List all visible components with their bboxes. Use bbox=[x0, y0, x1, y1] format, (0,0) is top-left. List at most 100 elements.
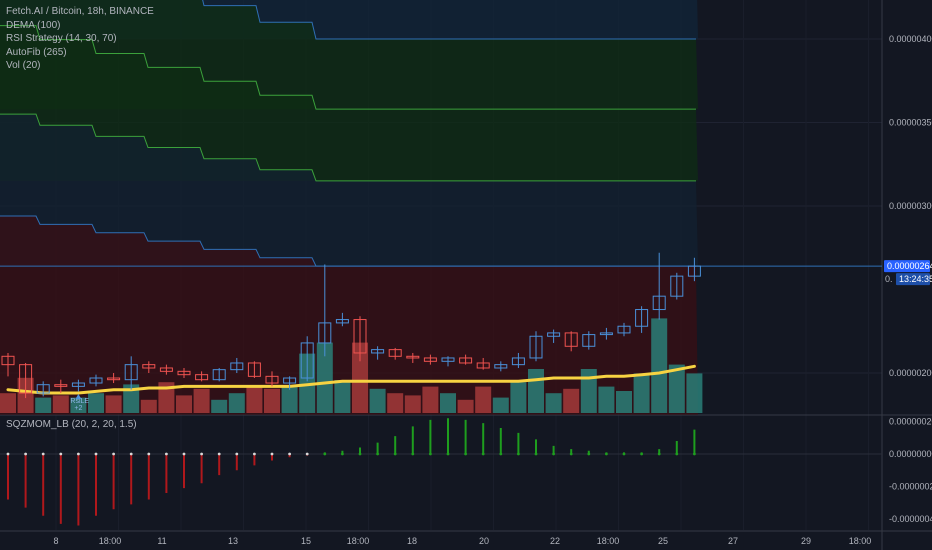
squeeze-dot bbox=[305, 452, 309, 456]
candle-body bbox=[687, 265, 701, 277]
time-tick-label: 29 bbox=[801, 536, 811, 546]
candle-body bbox=[265, 375, 279, 384]
squeeze-momentum-histogram bbox=[0, 418, 882, 526]
squeeze-dot bbox=[112, 452, 115, 456]
indicator-dema[interactable]: DEMA (100) bbox=[6, 19, 61, 31]
squeeze-dot bbox=[59, 452, 63, 456]
time-tick-label: 18 bbox=[407, 536, 417, 546]
volume-bar bbox=[616, 391, 632, 413]
volume-bar bbox=[88, 393, 104, 413]
volume-bar bbox=[52, 395, 69, 413]
osc-tick-label: -0.00000020 bbox=[889, 482, 932, 492]
candle-body bbox=[335, 319, 349, 324]
squeeze-dot bbox=[429, 452, 432, 456]
symbol-title[interactable]: Fetch.AI / Bitcoin, 18h, BINANCE bbox=[6, 6, 154, 17]
candle-body bbox=[19, 364, 33, 394]
fib-level-line bbox=[202, 0, 696, 40]
volume-bar bbox=[668, 364, 685, 413]
volume-bar bbox=[0, 393, 16, 413]
candle-body bbox=[494, 364, 508, 369]
fib-level-line bbox=[0, 25, 696, 110]
squeeze-dot bbox=[517, 452, 520, 456]
candle-body bbox=[459, 357, 473, 364]
volume-bar bbox=[528, 369, 544, 413]
volume-bars bbox=[0, 318, 703, 413]
volume-bar bbox=[475, 386, 492, 413]
axes: 0.000006000.000005500.000005000.00000450… bbox=[53, 34, 932, 546]
squeeze-dot bbox=[534, 452, 538, 456]
price-tick-label: 0.00000400 bbox=[889, 34, 932, 44]
time-tick-label: 13 bbox=[228, 536, 238, 546]
volume-bar bbox=[633, 373, 650, 413]
squeeze-dot bbox=[129, 452, 133, 456]
price-tick-label: 0.00000200 bbox=[889, 368, 932, 378]
indicator-volume[interactable]: Vol (20) bbox=[6, 60, 41, 71]
volume-bar bbox=[598, 386, 615, 413]
candle-body bbox=[54, 384, 68, 387]
candle-body bbox=[195, 374, 209, 381]
squeeze-dot bbox=[182, 452, 186, 456]
volume-bar bbox=[35, 397, 52, 413]
volume-bar bbox=[651, 318, 668, 413]
squeeze-dot bbox=[323, 452, 327, 456]
squeeze-dot bbox=[675, 452, 679, 456]
candle-body bbox=[529, 335, 543, 359]
volume-bar bbox=[510, 382, 527, 413]
rsi-signal-label: RsiLE bbox=[70, 398, 89, 405]
squeeze-dot bbox=[41, 452, 45, 456]
time-tick-label: 8 bbox=[53, 536, 58, 546]
squeeze-dot bbox=[622, 452, 626, 456]
osc-tick-label: -0.00000040 bbox=[889, 514, 932, 524]
candle-body bbox=[300, 342, 314, 379]
candle-body bbox=[599, 332, 613, 336]
time-tick-label: 22 bbox=[550, 536, 560, 546]
oscillator-legend[interactable]: SQZMOM_LB (20, 2, 20, 1.5) bbox=[6, 419, 137, 430]
time-tick-label: 11 bbox=[157, 536, 166, 546]
fib-zone bbox=[0, 25, 698, 181]
volume-bar bbox=[545, 393, 562, 413]
candle-body bbox=[318, 322, 332, 344]
osc-tick-label: 0.00000020 bbox=[889, 417, 932, 427]
squeeze-dot bbox=[77, 452, 80, 456]
squeeze-dot bbox=[6, 452, 10, 456]
candle-body bbox=[71, 382, 85, 387]
time-tick-label: 25 bbox=[658, 536, 668, 546]
indicator-rsi-strategy[interactable]: RSI Strategy (14, 30, 70) bbox=[6, 33, 117, 44]
time-tick-label: 18:00 bbox=[99, 536, 122, 546]
volume-bar bbox=[316, 342, 333, 413]
squeeze-dot bbox=[376, 452, 379, 456]
indicator-autofib[interactable]: AutoFib (265) bbox=[6, 46, 67, 58]
candle-body bbox=[353, 319, 367, 354]
candle-body bbox=[1, 355, 15, 366]
candle-body bbox=[177, 370, 191, 376]
squeeze-dot bbox=[464, 452, 467, 456]
volume-bar bbox=[228, 393, 245, 413]
candle-body bbox=[107, 377, 121, 381]
squeeze-dot bbox=[200, 452, 204, 456]
candle-body bbox=[547, 332, 561, 337]
squeeze-dot bbox=[165, 452, 168, 456]
candle-body bbox=[564, 332, 578, 347]
candle-body bbox=[124, 364, 138, 381]
volume-bar bbox=[580, 369, 597, 413]
fib-level-line bbox=[0, 113, 696, 182]
squeeze-dot bbox=[499, 452, 503, 456]
squeeze-dot bbox=[569, 452, 573, 456]
squeeze-dot bbox=[358, 452, 362, 456]
volume-bar bbox=[404, 395, 421, 413]
volume-bar bbox=[686, 373, 703, 413]
volume-bar bbox=[264, 388, 280, 413]
volume-bar bbox=[246, 386, 263, 413]
squeeze-dot bbox=[341, 452, 344, 456]
squeeze-dot bbox=[640, 452, 643, 456]
volume-bar bbox=[281, 386, 298, 413]
candle-body bbox=[230, 362, 244, 371]
volume-bar bbox=[369, 388, 386, 413]
candlesticks: RsiLE+2 bbox=[1, 252, 701, 412]
volume-bar bbox=[422, 386, 439, 413]
volume-bar bbox=[440, 393, 456, 413]
volume-bar bbox=[176, 395, 192, 413]
time-tick-label: 18:00 bbox=[849, 536, 872, 546]
candle-body bbox=[423, 357, 437, 362]
